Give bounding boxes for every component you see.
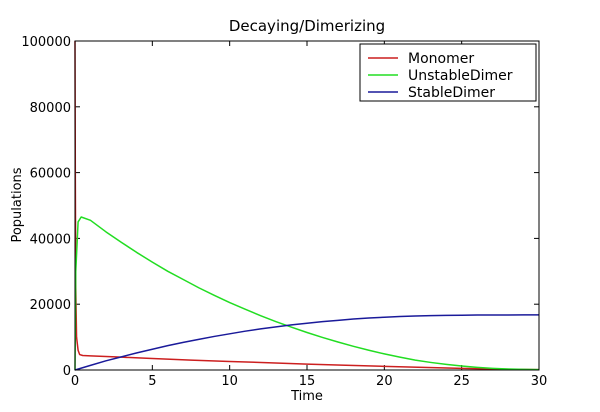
x-tick-label: 15 [299, 374, 316, 389]
series-line-monomer [74, 40, 540, 371]
x-axis-label: Time [290, 389, 323, 404]
legend-label-stabledimer: StableDimer [408, 85, 495, 101]
y-tick-label: 80000 [30, 101, 71, 116]
x-tick-label: 20 [376, 374, 393, 389]
x-tick-label: 30 [531, 374, 548, 389]
x-tick-label: 0 [71, 374, 79, 389]
y-tick-label: 40000 [30, 232, 71, 247]
y-tick-label: 0 [63, 364, 71, 379]
plot-frame [74, 40, 540, 371]
y-axis-ticks: 0 20000 40000 60000 80000 100000 [21, 35, 539, 379]
x-tick-label: 25 [453, 374, 470, 389]
series-line-unstabledimer [74, 216, 540, 371]
y-axis-label: Populations [10, 167, 25, 242]
y-tick-label: 20000 [30, 298, 71, 313]
y-tick-label: 100000 [21, 35, 71, 50]
legend-label-monomer: Monomer [408, 51, 474, 67]
plot-series [74, 40, 540, 371]
x-tick-label: 10 [221, 374, 238, 389]
series-line-stabledimer [74, 314, 540, 371]
chart-title: Decaying/Dimerizing [229, 17, 385, 35]
y-tick-label: 60000 [30, 167, 71, 182]
x-tick-label: 5 [148, 374, 156, 389]
legend-label-unstabledimer: UnstableDimer [408, 68, 513, 84]
